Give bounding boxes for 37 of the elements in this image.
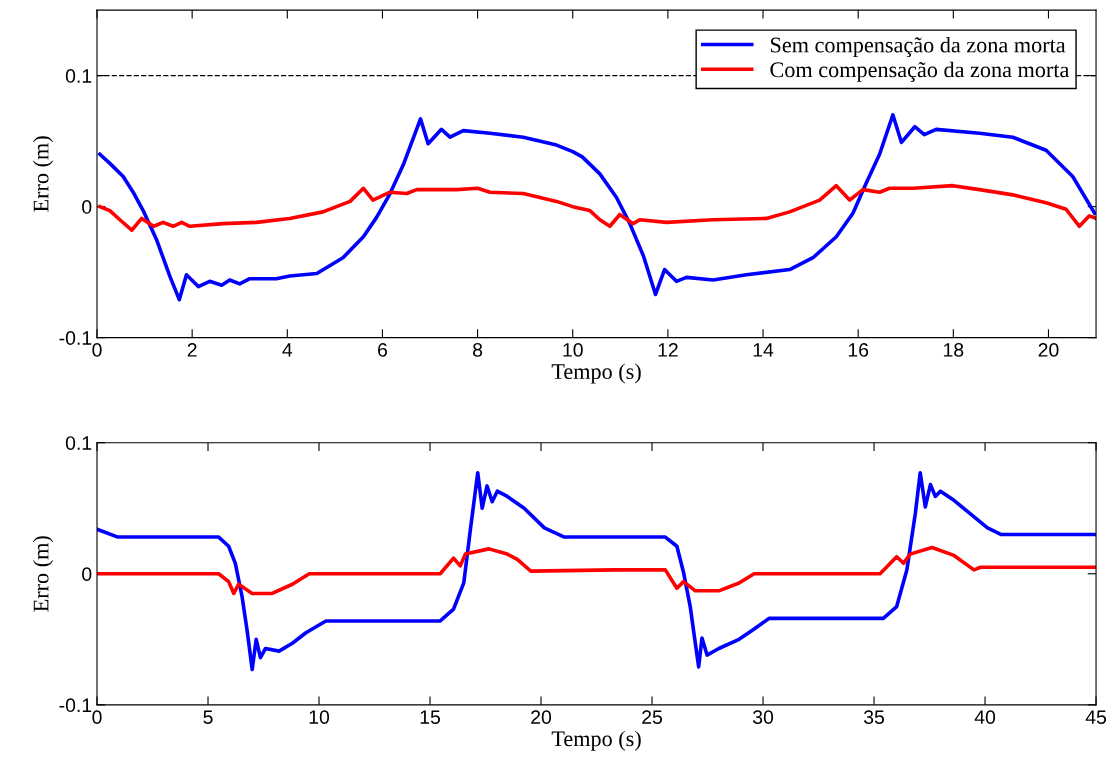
x-tick-label: 35 — [863, 710, 885, 725]
x-tick-label: 10 — [563, 343, 583, 357]
y-axis-title: Erro (m) — [32, 536, 54, 612]
y-tick-label: -0.1 — [59, 331, 92, 345]
y-tick-label: 0 — [82, 567, 92, 582]
line-series — [97, 545, 1097, 596]
x-tick-label: 20 — [1038, 343, 1059, 357]
y-tick-label: 0 — [82, 200, 92, 214]
x-tick-label: 6 — [378, 343, 387, 357]
x-tick-label: 25 — [642, 710, 663, 725]
x-tick-label: 4 — [282, 343, 293, 357]
x-axis-title: Tempo (s) — [551, 363, 641, 384]
y-tick-label: 0.1 — [65, 69, 92, 83]
x-tick-label: 45 — [1085, 710, 1107, 725]
x-tick-label: 5 — [203, 710, 213, 725]
x-tick-label: 10 — [309, 710, 330, 725]
x-axis-title: Tempo (s) — [551, 730, 641, 751]
x-tick-label: 14 — [753, 343, 774, 357]
line-series — [97, 471, 1097, 672]
x-tick-label: 2 — [187, 343, 197, 357]
x-tick-label: 30 — [752, 710, 774, 725]
y-tick-label: 0.1 — [65, 436, 92, 450]
x-tick-label: 0 — [92, 343, 102, 357]
line-series — [98, 113, 1097, 302]
legend-label: Com compensação da zona morta — [770, 61, 1070, 82]
x-tick-label: 15 — [420, 710, 441, 725]
x-tick-label: 18 — [943, 343, 964, 357]
x-tick-label: 8 — [473, 343, 483, 357]
x-tick-label: 12 — [658, 343, 678, 357]
x-tick-label: 20 — [531, 710, 552, 725]
y-tick-label: -0.1 — [59, 698, 92, 713]
y-axis-title: Erro (m) — [32, 136, 54, 212]
x-tick-label: 16 — [848, 343, 869, 357]
legend-label: Sem compensação da zona morta — [770, 36, 1066, 58]
line-series — [98, 183, 1097, 233]
x-tick-label: 40 — [974, 710, 996, 725]
x-tick-label: 0 — [92, 710, 102, 725]
